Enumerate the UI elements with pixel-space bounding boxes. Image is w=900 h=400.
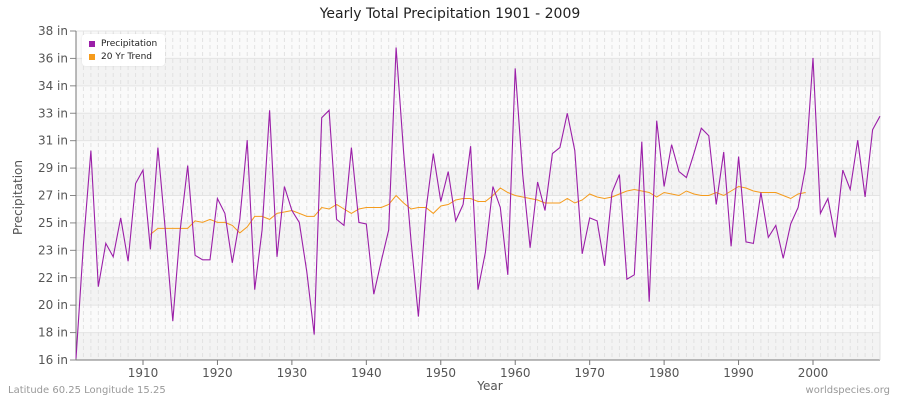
svg-text:22 in: 22 in bbox=[38, 271, 68, 285]
svg-text:2000: 2000 bbox=[798, 366, 829, 380]
svg-text:16 in: 16 in bbox=[38, 353, 68, 367]
svg-text:1940: 1940 bbox=[351, 366, 382, 380]
svg-text:1910: 1910 bbox=[128, 366, 159, 380]
svg-text:1970: 1970 bbox=[574, 366, 605, 380]
svg-text:36 in: 36 in bbox=[38, 51, 68, 65]
legend-item-precipitation: Precipitation bbox=[89, 37, 157, 50]
svg-text:1990: 1990 bbox=[723, 366, 754, 380]
legend-label: Precipitation bbox=[101, 38, 158, 49]
svg-text:18 in: 18 in bbox=[38, 326, 68, 340]
svg-text:33 in: 33 in bbox=[38, 106, 68, 120]
x-axis-label: Year bbox=[477, 379, 503, 393]
svg-text:1980: 1980 bbox=[649, 366, 680, 380]
source-credit: worldspecies.org bbox=[805, 385, 890, 396]
legend-item-trend: 20 Yr Trend bbox=[89, 50, 157, 63]
location-caption: Latitude 60.25 Longitude 15.25 bbox=[8, 385, 166, 396]
svg-text:1920: 1920 bbox=[202, 366, 233, 380]
svg-text:1960: 1960 bbox=[500, 366, 531, 380]
svg-text:27 in: 27 in bbox=[38, 189, 68, 203]
svg-text:29 in: 29 in bbox=[38, 161, 68, 175]
precipitation-swatch-icon bbox=[89, 40, 95, 47]
svg-text:1950: 1950 bbox=[426, 366, 457, 380]
chart-title: Yearly Total Precipitation 1901 - 2009 bbox=[319, 6, 581, 22]
svg-text:20 in: 20 in bbox=[38, 298, 68, 312]
legend-label: 20 Yr Trend bbox=[101, 51, 153, 62]
trend-swatch-icon bbox=[89, 53, 95, 60]
svg-text:23 in: 23 in bbox=[38, 243, 68, 257]
svg-text:38 in: 38 in bbox=[38, 24, 68, 38]
y-axis-label-text: Precipitation bbox=[11, 159, 25, 235]
svg-text:34 in: 34 in bbox=[38, 79, 68, 93]
chart-legend: Precipitation 20 Yr Trend bbox=[82, 34, 166, 66]
y-axis-label: Precipitation bbox=[11, 160, 25, 235]
svg-text:1930: 1930 bbox=[277, 366, 308, 380]
svg-text:31 in: 31 in bbox=[38, 134, 68, 148]
svg-text:25 in: 25 in bbox=[38, 216, 68, 230]
